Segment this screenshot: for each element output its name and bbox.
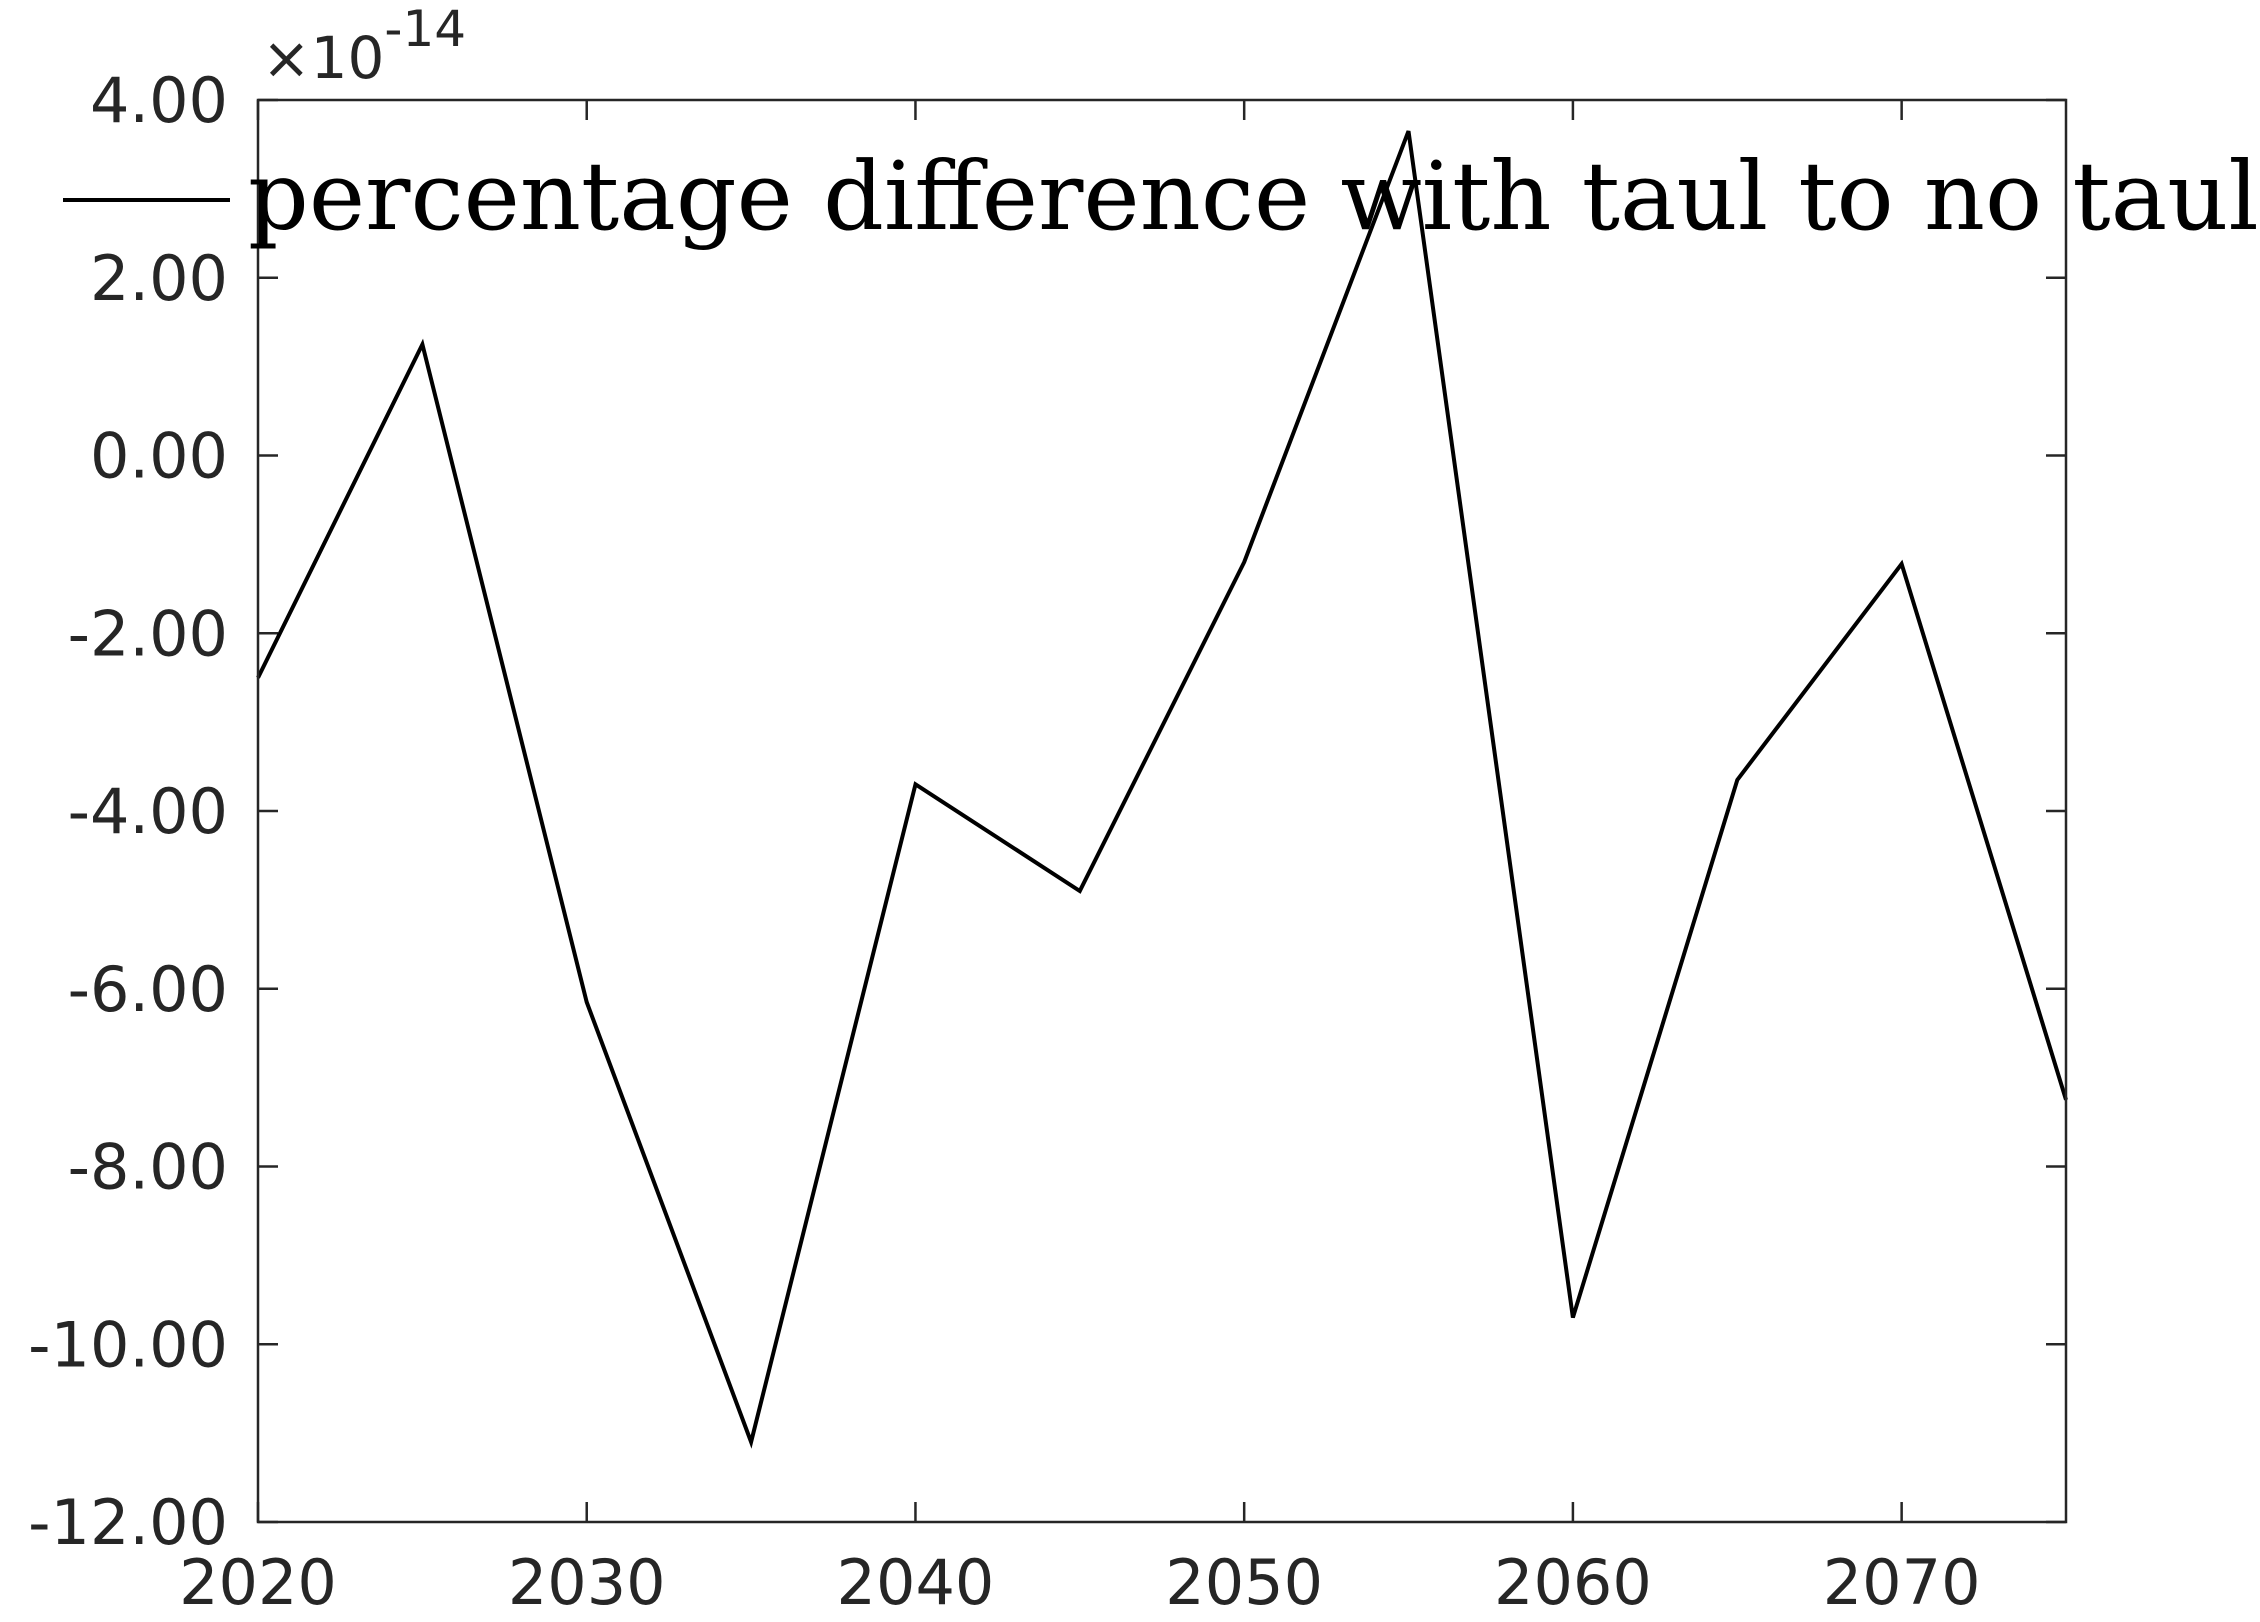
- y-exponent-label: ×10-14: [262, 0, 466, 92]
- y-tick-label: 4.00: [90, 64, 228, 137]
- y-tick-label: -8.00: [68, 1131, 228, 1204]
- x-axis-tick-labels: 2020 2030 2040 2050 2060 2070: [179, 1546, 1980, 1619]
- y-tick-label: 2.00: [90, 242, 228, 315]
- y-exponent-power: -14: [384, 0, 466, 58]
- axes-box: [256, 98, 2068, 1524]
- legend: percentage difference with taul to no ta…: [63, 142, 2259, 252]
- x-tick-label: 2060: [1494, 1546, 1652, 1619]
- y-tick-label: -10.00: [28, 1308, 228, 1381]
- x-tick-label: 2020: [179, 1546, 337, 1619]
- y-axis-tick-labels: 4.00 2.00 0.00 -2.00 -4.00 -6.00 -8.00 -10.00 -1…: [28, 64, 228, 1559]
- y-tick-label: 0.00: [90, 420, 228, 493]
- x-tick-label: 2040: [837, 1546, 995, 1619]
- y-tick-label: -4.00: [68, 775, 228, 848]
- x-tick-label: 2050: [1165, 1546, 1323, 1619]
- y-tick-label: -12.00: [28, 1486, 228, 1559]
- plot-area: [258, 100, 2066, 1522]
- legend-label: percentage difference with taul to no ta…: [248, 142, 2259, 252]
- y-tick-label: -6.00: [68, 953, 228, 1026]
- y-exponent-base: ×10: [262, 24, 384, 92]
- x-tick-label: 2070: [1823, 1546, 1981, 1619]
- x-tick-label: 2030: [508, 1546, 666, 1619]
- series-line: [256, 130, 2068, 1449]
- y-tick-label: -2.00: [68, 597, 228, 670]
